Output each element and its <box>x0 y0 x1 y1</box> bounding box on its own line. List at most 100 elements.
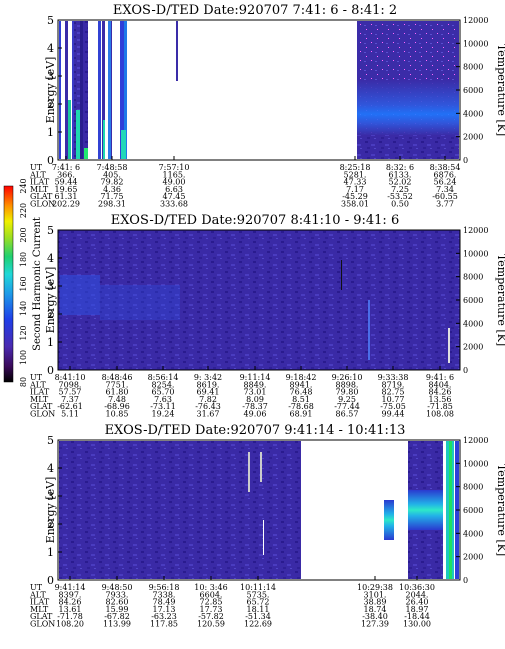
ephemeris-value: 47.45 <box>163 192 186 201</box>
data-stripe <box>176 21 178 81</box>
ephemeris-row-label: ALT <box>29 380 46 389</box>
ephemeris-value: -68.96 <box>104 402 130 411</box>
ephemeris-value: 117.85 <box>150 620 178 629</box>
ephemeris-value: -57.82 <box>198 612 224 621</box>
y-tick-label: 2 <box>47 98 54 111</box>
ephemeris-value: 4.36 <box>103 185 121 194</box>
panel-2-y2-axis: 0 2000 4000 6000 8000 10000 12000 <box>456 226 488 375</box>
ephemeris-value: 1165. <box>163 170 186 179</box>
ephemeris-value: 108.08 <box>426 410 454 419</box>
panel-3: EXOS-D/TED Date:920707 9:41:14 - 10:41:1… <box>29 423 505 629</box>
y2-tick-label: 0 <box>463 576 468 585</box>
ephemeris-value: 15.99 <box>106 605 129 614</box>
ephemeris-value: 9:26:10 <box>332 373 363 382</box>
ephemeris-value: 6604. <box>200 590 223 599</box>
ephemeris-value: 9:18:42 <box>286 373 317 382</box>
ephemeris-value: 26.40 <box>406 598 429 607</box>
ephemeris-value: 8719. <box>382 380 405 389</box>
panel-3-ylabel: Energy [eV] <box>44 477 57 544</box>
data-block <box>60 275 100 315</box>
y2-tick-label: 12000 <box>463 16 488 25</box>
ephemeris-value: 82.60 <box>106 598 129 607</box>
ephemeris-value: 18.74 <box>364 605 387 614</box>
data-block <box>100 285 180 320</box>
ephemeris-value: -38.40 <box>362 612 388 621</box>
ephemeris-value: 10.77 <box>382 395 405 404</box>
y2-tick-label: 12000 <box>463 226 488 235</box>
ephemeris-row-label: GLON <box>30 410 55 419</box>
ephemeris-value: 17.73 <box>200 605 223 614</box>
ephemeris-value: 333.68 <box>160 200 188 209</box>
ephemeris-value: 6876. <box>434 170 457 179</box>
ephemeris-value: 68.91 <box>290 410 313 419</box>
panel-3-y2label: Temperature [K] <box>495 464 505 556</box>
ephemeris-value: 3.77 <box>436 200 454 209</box>
ephemeris-value: 358.01 <box>341 200 369 209</box>
ephemeris-value: -45.29 <box>342 192 368 201</box>
ephemeris-value: 5.11 <box>61 410 79 419</box>
y2-tick-label: 12000 <box>463 436 488 445</box>
ephemeris-value: -18.44 <box>404 612 430 621</box>
ephemeris-value: 122.69 <box>244 620 272 629</box>
y-tick-label: 0 <box>47 364 54 377</box>
panel-3-y-axis: 0 1 2 3 4 5 <box>47 434 62 587</box>
ephemeris-value: 72.85 <box>200 598 223 607</box>
y2-tick-label: 2000 <box>463 133 483 142</box>
ephemeris-value: 7:48:58 <box>97 163 128 172</box>
ephemeris-row-label: UT <box>30 373 43 382</box>
ephemeris-value: -78.37 <box>242 402 268 411</box>
y-tick-label: 1 <box>47 336 54 349</box>
ephemeris-row-label: UT <box>30 583 43 592</box>
ephemeris-value: 18.97 <box>406 605 429 614</box>
ephemeris-value: 9:11:14 <box>240 373 271 382</box>
y-tick-label: 1 <box>47 546 54 559</box>
data-stripe <box>76 110 80 159</box>
ephemeris-value: 84.26 <box>429 388 452 397</box>
ephemeris-value: 298.31 <box>98 200 126 209</box>
panel-2-y2label: Temperature [K] <box>495 254 505 346</box>
data-stripe <box>65 21 68 159</box>
data-stripe <box>83 21 88 159</box>
panel-1: EXOS-D/TED Date:920707 7:41: 6 - 8:41: 2 <box>29 3 505 209</box>
ephemeris-row-label: GLAT <box>30 612 53 621</box>
ephemeris-value: 8898. <box>336 380 359 389</box>
ephemeris-row-label: MLT <box>30 605 49 614</box>
y2-tick-label: 10000 <box>463 459 488 468</box>
ephemeris-value: 10:29:38 <box>357 583 393 592</box>
ephemeris-value: 9:56:18 <box>149 583 180 592</box>
ephemeris-value: 82.75 <box>382 388 405 397</box>
ephemeris-value: 79.80 <box>336 388 359 397</box>
ephemeris-value: 7933. <box>106 590 129 599</box>
y2-tick-label: 8000 <box>463 483 483 492</box>
ephemeris-value: -71.85 <box>427 402 453 411</box>
data-stripe <box>68 100 71 159</box>
ephemeris-value: 10.85 <box>106 410 129 419</box>
ephemeris-value: 8:25:18 <box>340 163 371 172</box>
colorbar-tick-label: 140 <box>19 301 28 316</box>
y2-tick-label: 6000 <box>463 86 483 95</box>
y-tick-label: 4 <box>47 42 54 55</box>
ephemeris-row-label: GLON <box>30 200 55 209</box>
data-stripe <box>74 21 80 159</box>
ephemeris-value: 52.02 <box>389 178 412 187</box>
colorbar-label: Second Harmonic Current <box>32 217 43 351</box>
colorbar-tick-label: 180 <box>19 252 28 267</box>
ephemeris-value: 19.24 <box>152 410 175 419</box>
ephemeris-value: 78.49 <box>153 598 176 607</box>
ephemeris-row-label: GLAT <box>30 192 53 201</box>
colorbar-gradient <box>3 185 14 383</box>
data-block <box>59 441 301 579</box>
panel-3-plot-area <box>57 439 461 581</box>
ephemeris-value: 49.06 <box>244 410 267 419</box>
ephemeris-value: -60.55 <box>432 192 458 201</box>
y2-tick-label: 6000 <box>463 296 483 305</box>
ephemeris-value: 5281. <box>344 170 367 179</box>
ephemeris-value: 108.20 <box>56 620 84 629</box>
ephemeris-value: 18.11 <box>247 605 270 614</box>
panel-1-ylabel: Energy [eV] <box>44 57 57 124</box>
colorbar-tick-label: 100 <box>19 350 28 365</box>
ephemeris-value: 38.89 <box>364 598 387 607</box>
data-stripe <box>449 441 452 579</box>
